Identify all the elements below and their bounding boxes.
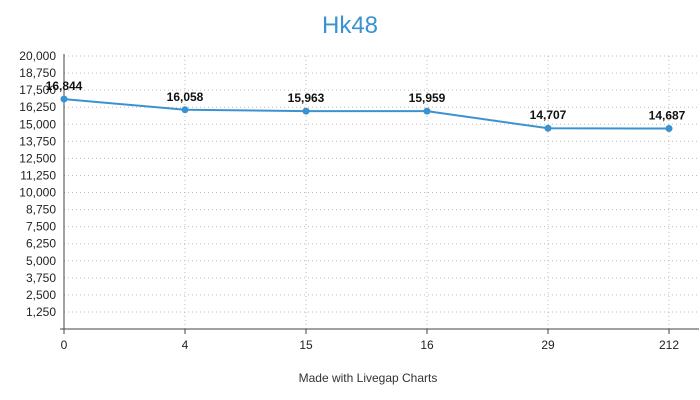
y-tick-label: 1,250: [26, 305, 56, 319]
series-points: [60, 95, 673, 133]
axes: [60, 54, 699, 330]
y-tick-label: 8,750: [26, 203, 56, 217]
footer-credit: Made with Livegap Charts: [298, 371, 438, 385]
data-point: [181, 106, 189, 114]
data-label: 14,707: [530, 108, 567, 122]
y-tick-label: 2,500: [26, 288, 56, 302]
x-tick-label: 15: [299, 338, 313, 352]
y-tick-label: 15,000: [19, 117, 56, 131]
chart-title: Hk48: [321, 12, 379, 39]
data-label: 16,844: [46, 79, 83, 93]
data-label: 15,959: [409, 91, 446, 105]
y-tick-label: 18,750: [19, 66, 56, 80]
data-point: [544, 124, 552, 132]
data-point: [423, 107, 431, 115]
y-tick-label: 3,750: [26, 271, 56, 285]
y-tick-label: 6,250: [26, 237, 56, 251]
grid-lines: [64, 55, 699, 329]
y-tick-label: 13,750: [19, 134, 56, 148]
data-labels: 16,844 16,058 15,963 15,959 14,707 14,687: [46, 79, 686, 122]
series-line: [63, 98, 670, 130]
y-tick-label: 10,000: [19, 186, 56, 200]
x-tick-label: 29: [541, 338, 555, 352]
y-tick-label: 20,000: [19, 49, 56, 63]
data-point: [60, 95, 68, 103]
data-label: 16,058: [167, 90, 204, 104]
data-point: [302, 107, 310, 115]
data-point: [665, 125, 673, 133]
data-label: 14,687: [649, 109, 686, 123]
x-tick-label: 4: [182, 338, 189, 352]
x-tick-label: 16: [420, 338, 434, 352]
y-tick-label: 16,250: [19, 100, 56, 114]
y-tick-label: 7,500: [26, 220, 56, 234]
data-label: 15,963: [288, 91, 325, 105]
y-tick-label: 12,500: [19, 151, 56, 165]
x-axis-ticks: 0 4 15 16 29 212: [61, 329, 679, 352]
x-tick-label: 0: [61, 338, 68, 352]
y-axis-ticks: 1,250 2,500 3,750 5,000 6,250 7,500 8,750 10,00…: [19, 49, 56, 319]
series-path: [63, 98, 670, 130]
y-tick-label: 17,500: [19, 83, 56, 97]
x-tick-label: 212: [659, 338, 679, 352]
y-tick-label: 11,250: [20, 168, 56, 182]
y-tick-label: 5,000: [26, 254, 56, 268]
